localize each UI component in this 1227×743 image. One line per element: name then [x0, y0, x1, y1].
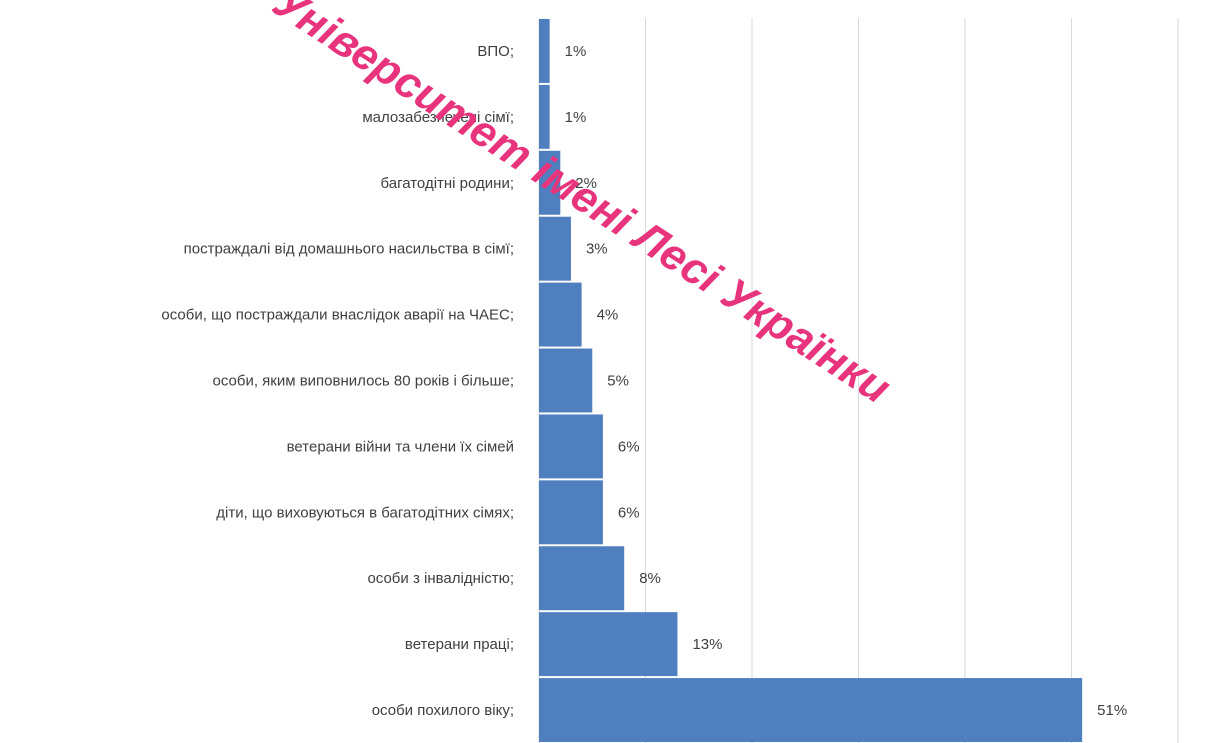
- value-labels: 1% 1% 2% 3% 4% 5% 6% 6% 8% 13% 51%: [565, 43, 1128, 719]
- value-label: 13%: [692, 636, 722, 653]
- bar: [539, 150, 561, 215]
- category-label: ветерани війни та члени їх сімей: [287, 438, 514, 455]
- value-label: 1%: [565, 109, 587, 126]
- bar: [539, 414, 603, 479]
- category-label: ветерани праці;: [405, 636, 514, 653]
- category-labels: ВПО; малозабезпечені сімї; багатодітні род…: [161, 43, 514, 719]
- category-label: постраждалі від домашнього насильства в …: [184, 241, 514, 258]
- category-label: малозабезпечені сімї;: [362, 109, 514, 126]
- bar: [539, 480, 603, 545]
- bar: [539, 678, 1083, 743]
- bar: [539, 546, 625, 611]
- value-label: 2%: [575, 175, 597, 192]
- bar: [539, 216, 571, 281]
- value-label: 6%: [618, 438, 640, 455]
- grid-lines: [538, 18, 1179, 743]
- bar: [539, 612, 678, 677]
- value-label: 6%: [618, 504, 640, 521]
- category-label: особи, що постраждали внаслідок аварії н…: [161, 307, 514, 324]
- category-label: діти, що виховуються в багатодітних сімя…: [216, 504, 514, 521]
- value-label: 4%: [597, 307, 619, 324]
- category-label: багатодітні родини;: [380, 175, 514, 192]
- value-label: 1%: [565, 43, 587, 60]
- value-label: 3%: [586, 241, 608, 258]
- value-label: 51%: [1097, 702, 1127, 719]
- value-label: 5%: [607, 373, 629, 390]
- bar: [539, 18, 550, 83]
- category-label: особи похилого віку;: [372, 702, 514, 719]
- category-label: особи з інвалідністю;: [367, 570, 514, 587]
- category-label: особи, яким виповнилось 80 років і більш…: [213, 373, 515, 390]
- bar: [539, 348, 593, 413]
- value-label: 8%: [639, 570, 661, 587]
- bar: [539, 84, 550, 149]
- bars: [539, 18, 1083, 743]
- bar: [539, 282, 582, 347]
- category-label: ВПО;: [477, 43, 514, 60]
